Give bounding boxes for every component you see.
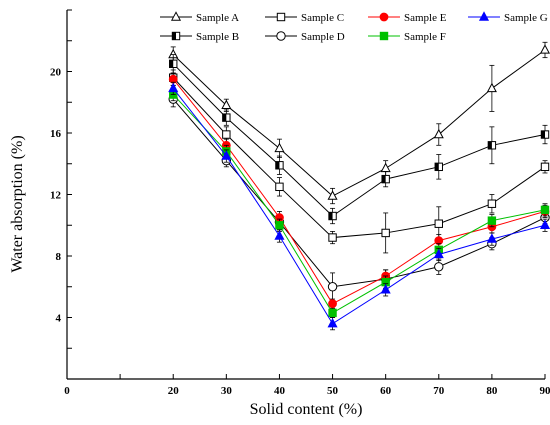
data-point: [275, 161, 284, 170]
y-tick-label: 4: [56, 313, 62, 325]
data-point: [222, 113, 231, 122]
series-sample-g: [168, 81, 550, 331]
data-point: [381, 174, 390, 184]
series-line: [172, 98, 546, 288]
legend-label: Sample F: [404, 31, 446, 43]
legend-label: Sample G: [504, 12, 548, 24]
data-point: [434, 219, 443, 228]
data-point: [486, 82, 497, 93]
data-point: [539, 219, 550, 229]
x-tick-label: 60: [380, 385, 392, 397]
series-line: [172, 78, 546, 305]
x-tick-label: 50: [327, 385, 339, 397]
series-sample-c: [169, 69, 550, 254]
legend-marker: [379, 31, 389, 41]
y-tick-label: 8: [56, 251, 62, 263]
x-tick-label: 70: [433, 385, 445, 397]
data-point: [540, 130, 550, 139]
legend-item: Sample B: [160, 31, 239, 43]
y-tick-label: 16: [50, 128, 62, 140]
legend-item: Sample F: [368, 31, 446, 43]
legend-marker: [478, 11, 490, 21]
series-line: [172, 63, 546, 217]
series-sample-e: [168, 72, 550, 309]
series-line: [172, 77, 546, 239]
series-sample-b: [169, 54, 550, 225]
data-point: [221, 99, 232, 110]
legend-label: Sample E: [404, 12, 447, 24]
legend-item: Sample E: [368, 12, 447, 24]
data-point: [487, 199, 497, 208]
series-line: [172, 94, 546, 314]
x-tick-label: 0: [64, 385, 70, 397]
x-tick-label: 40: [274, 385, 286, 397]
data-point: [222, 130, 231, 139]
data-point: [327, 317, 338, 328]
data-point: [274, 230, 285, 240]
data-point: [380, 162, 391, 173]
legend-label: Sample D: [301, 31, 345, 43]
data-point: [328, 299, 337, 309]
data-point: [487, 216, 497, 225]
data-point: [486, 233, 497, 243]
data-point: [328, 233, 337, 242]
data-point: [328, 308, 337, 318]
data-point: [327, 190, 338, 200]
y-tick-label: 20: [50, 67, 62, 79]
legend-marker: [170, 11, 182, 21]
legend-marker: [379, 12, 389, 22]
data-point: [168, 82, 179, 93]
data-point: [221, 150, 232, 160]
data-point: [275, 221, 284, 230]
legend-marker: [171, 31, 181, 41]
legend-item: Sample C: [265, 12, 344, 24]
series-layer: [168, 41, 550, 331]
legend-label: Sample C: [301, 12, 344, 24]
data-point: [434, 262, 444, 272]
legend-item: Sample D: [265, 31, 345, 43]
legend-marker: [276, 31, 286, 41]
x-tick-label: 90: [540, 385, 550, 397]
legend-layer: Sample A Sample B Sample C Sample D Sample E…: [160, 11, 548, 43]
x-tick-label: 30: [221, 385, 233, 397]
data-point: [540, 205, 550, 215]
data-point: [328, 211, 337, 221]
data-point: [169, 59, 178, 69]
data-point: [434, 162, 443, 172]
data-point: [327, 282, 338, 292]
legend-item: Sample A: [160, 11, 239, 24]
data-point: [274, 142, 285, 153]
x-tick-label: 20: [168, 385, 180, 397]
data-point: [540, 162, 550, 172]
axes-layer: 0 20 30 40 50 60 70 80 90 4 8 12 16 20: [50, 9, 550, 397]
series-line: [172, 88, 546, 325]
legend-label: Sample B: [196, 31, 239, 43]
x-axis-title: Solid content (%): [250, 401, 363, 418]
y-axis-title: Water absorption (%): [9, 135, 26, 272]
x-tick-label: 80: [486, 385, 498, 397]
data-point: [381, 228, 390, 238]
legend-item: Sample G: [468, 11, 548, 24]
y-tick-label: 12: [50, 190, 62, 202]
legend-label: Sample A: [196, 12, 239, 24]
data-point: [539, 44, 550, 54]
series-line: [172, 49, 546, 197]
data-point: [275, 182, 284, 192]
data-point: [433, 248, 444, 259]
data-point: [487, 141, 497, 150]
legend-marker: [276, 12, 286, 22]
data-point: [380, 284, 391, 294]
data-point: [433, 128, 444, 139]
